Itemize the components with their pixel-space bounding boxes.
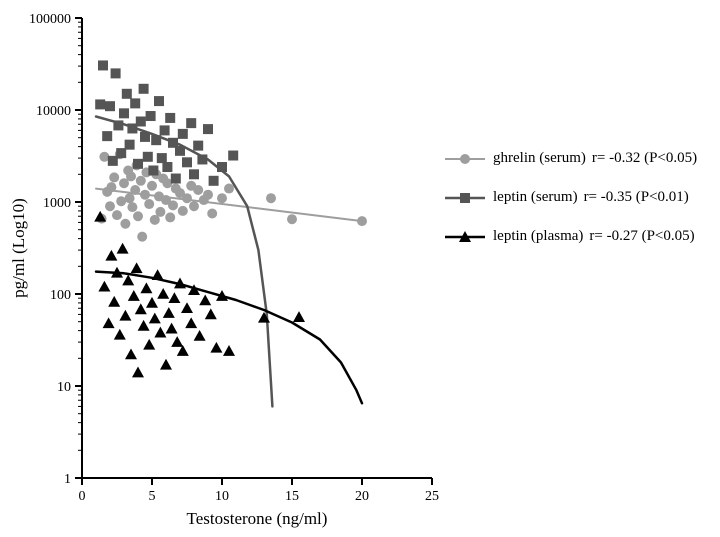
legend-stat: r= -0.35 (P<0.01): [584, 189, 689, 206]
svg-text:100000: 100000: [29, 12, 71, 27]
svg-text:1000: 1000: [43, 196, 71, 211]
svg-text:pg/ml (Log10): pg/ml (Log10): [9, 198, 28, 298]
legend: ghrelin (serum) r= -0.32 (P<0.05) leptin…: [445, 150, 697, 267]
scatter-chart: 0 5 10 15 20 25 1 10 100 1000 10000 100000 Testoster…: [0, 0, 720, 537]
svg-text:Testosterone (ng/ml): Testosterone (ng/ml): [187, 509, 328, 528]
legend-stat: r= -0.27 (P<0.05): [589, 228, 694, 245]
chart-svg: 0 5 10 15 20 25 1 10 100 1000 10000 100000 Testoster…: [0, 0, 720, 537]
svg-text:15: 15: [285, 489, 299, 504]
legend-stat: r= -0.32 (P<0.05): [592, 150, 697, 167]
svg-text:20: 20: [355, 489, 369, 504]
legend-row: leptin (plasma) r= -0.27 (P<0.05): [445, 228, 697, 245]
legend-row: ghrelin (serum) r= -0.32 (P<0.05): [445, 150, 697, 167]
legend-marker-ghrelin: [445, 152, 485, 166]
legend-label: ghrelin (serum): [493, 150, 586, 167]
svg-text:10: 10: [57, 380, 71, 395]
legend-marker-leptin-plasma: [445, 230, 485, 244]
svg-text:10: 10: [215, 489, 229, 504]
legend-label: leptin (plasma): [493, 228, 583, 245]
svg-text:5: 5: [149, 489, 156, 504]
legend-marker-leptin-serum: [445, 191, 485, 205]
svg-text:100: 100: [50, 288, 71, 303]
legend-row: leptin (serum) r= -0.35 (P<0.01): [445, 189, 697, 206]
svg-text:1: 1: [64, 472, 71, 487]
svg-text:25: 25: [425, 489, 439, 504]
legend-label: leptin (serum): [493, 189, 578, 206]
svg-text:0: 0: [79, 489, 86, 504]
svg-text:10000: 10000: [36, 104, 71, 119]
